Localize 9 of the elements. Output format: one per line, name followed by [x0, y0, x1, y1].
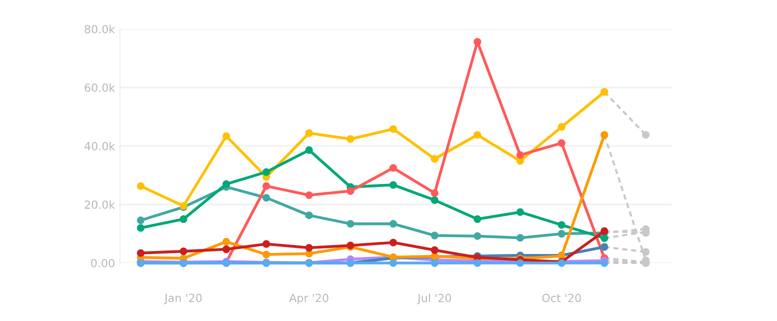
y-tick-label: 0.00: [91, 258, 114, 268]
x-tick-label: Jan '20: [164, 294, 202, 304]
y-tick-label: 20.0k: [84, 200, 116, 209]
x-tick-label: Oct '20: [542, 294, 581, 302]
y-tick-label: 60.0k: [84, 83, 116, 92]
y-tick-label: 40.0k: [84, 142, 116, 150]
y-tick-label: 80.0k: [84, 24, 116, 34]
x-tick-label: Jul '20: [417, 294, 451, 304]
x-tick-label: Apr '20: [289, 294, 328, 304]
